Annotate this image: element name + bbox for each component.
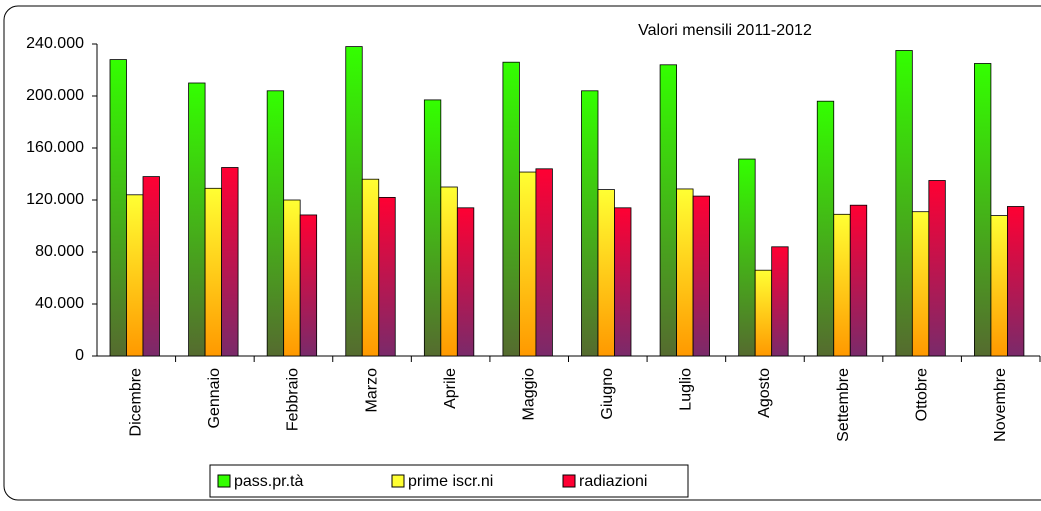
x-tick-label: Novembre (992, 368, 1009, 442)
bar (833, 213, 851, 357)
bar (440, 186, 458, 357)
bar (895, 50, 913, 357)
y-tick-label: 120.000 (26, 191, 84, 208)
bar (142, 176, 160, 357)
bar (519, 171, 537, 357)
legend-label: pass.pr.tà (234, 473, 303, 490)
bar (266, 90, 285, 357)
legend-swatch (217, 474, 231, 488)
bar (676, 188, 694, 357)
bar (456, 207, 475, 357)
x-tick-label: Aprile (442, 368, 459, 409)
legend-swatch (562, 474, 576, 488)
bar (299, 214, 318, 357)
x-tick-label: Settembre (835, 368, 852, 442)
bar (692, 195, 710, 357)
x-tick-label: Febbraio (285, 368, 302, 431)
y-tick-label: 240.000 (26, 35, 84, 52)
bar (188, 82, 206, 357)
x-tick-label: Maggio (520, 368, 537, 421)
bar (535, 168, 553, 357)
bar (614, 207, 632, 357)
x-tick-label: Ottobre (913, 368, 930, 421)
bar (581, 90, 599, 357)
bar (849, 204, 868, 357)
bar (771, 246, 789, 357)
bar (502, 61, 520, 357)
bar (1007, 206, 1025, 357)
bar (911, 211, 930, 357)
legend-swatch (391, 474, 405, 488)
bar (378, 196, 396, 357)
bar (345, 46, 363, 357)
y-tick-label: 80.000 (35, 243, 84, 260)
y-tick-label: 200.000 (26, 87, 84, 104)
legend-label: radiazioni (579, 473, 647, 490)
x-tick-label: Giugno (599, 368, 616, 420)
bar (361, 178, 380, 357)
bar (423, 99, 442, 357)
bar (816, 100, 835, 357)
bar (928, 180, 946, 357)
x-tick-label: Gennaio (206, 368, 223, 429)
x-tick-label: Luglio (678, 368, 695, 411)
bar (204, 187, 222, 357)
bar (109, 59, 127, 357)
y-tick-label: 0 (75, 347, 84, 364)
x-tick-label: Dicembre (128, 368, 145, 437)
x-tick-label: Marzo (363, 368, 380, 413)
y-tick-label: 40.000 (35, 295, 84, 312)
legend-box (209, 464, 689, 498)
chart-title: Valori mensili 2011-2012 (638, 22, 812, 39)
bar (990, 215, 1008, 357)
bar (738, 158, 756, 357)
y-tick-label: 160.000 (26, 139, 84, 156)
bar (126, 194, 144, 357)
bar (754, 269, 773, 357)
bar (597, 189, 615, 357)
legend-label: prime iscr.ni (408, 473, 493, 490)
bar (974, 63, 992, 357)
bar (283, 199, 301, 357)
x-tick-label: Agosto (756, 368, 773, 418)
bar (221, 167, 239, 357)
bar (659, 64, 677, 357)
